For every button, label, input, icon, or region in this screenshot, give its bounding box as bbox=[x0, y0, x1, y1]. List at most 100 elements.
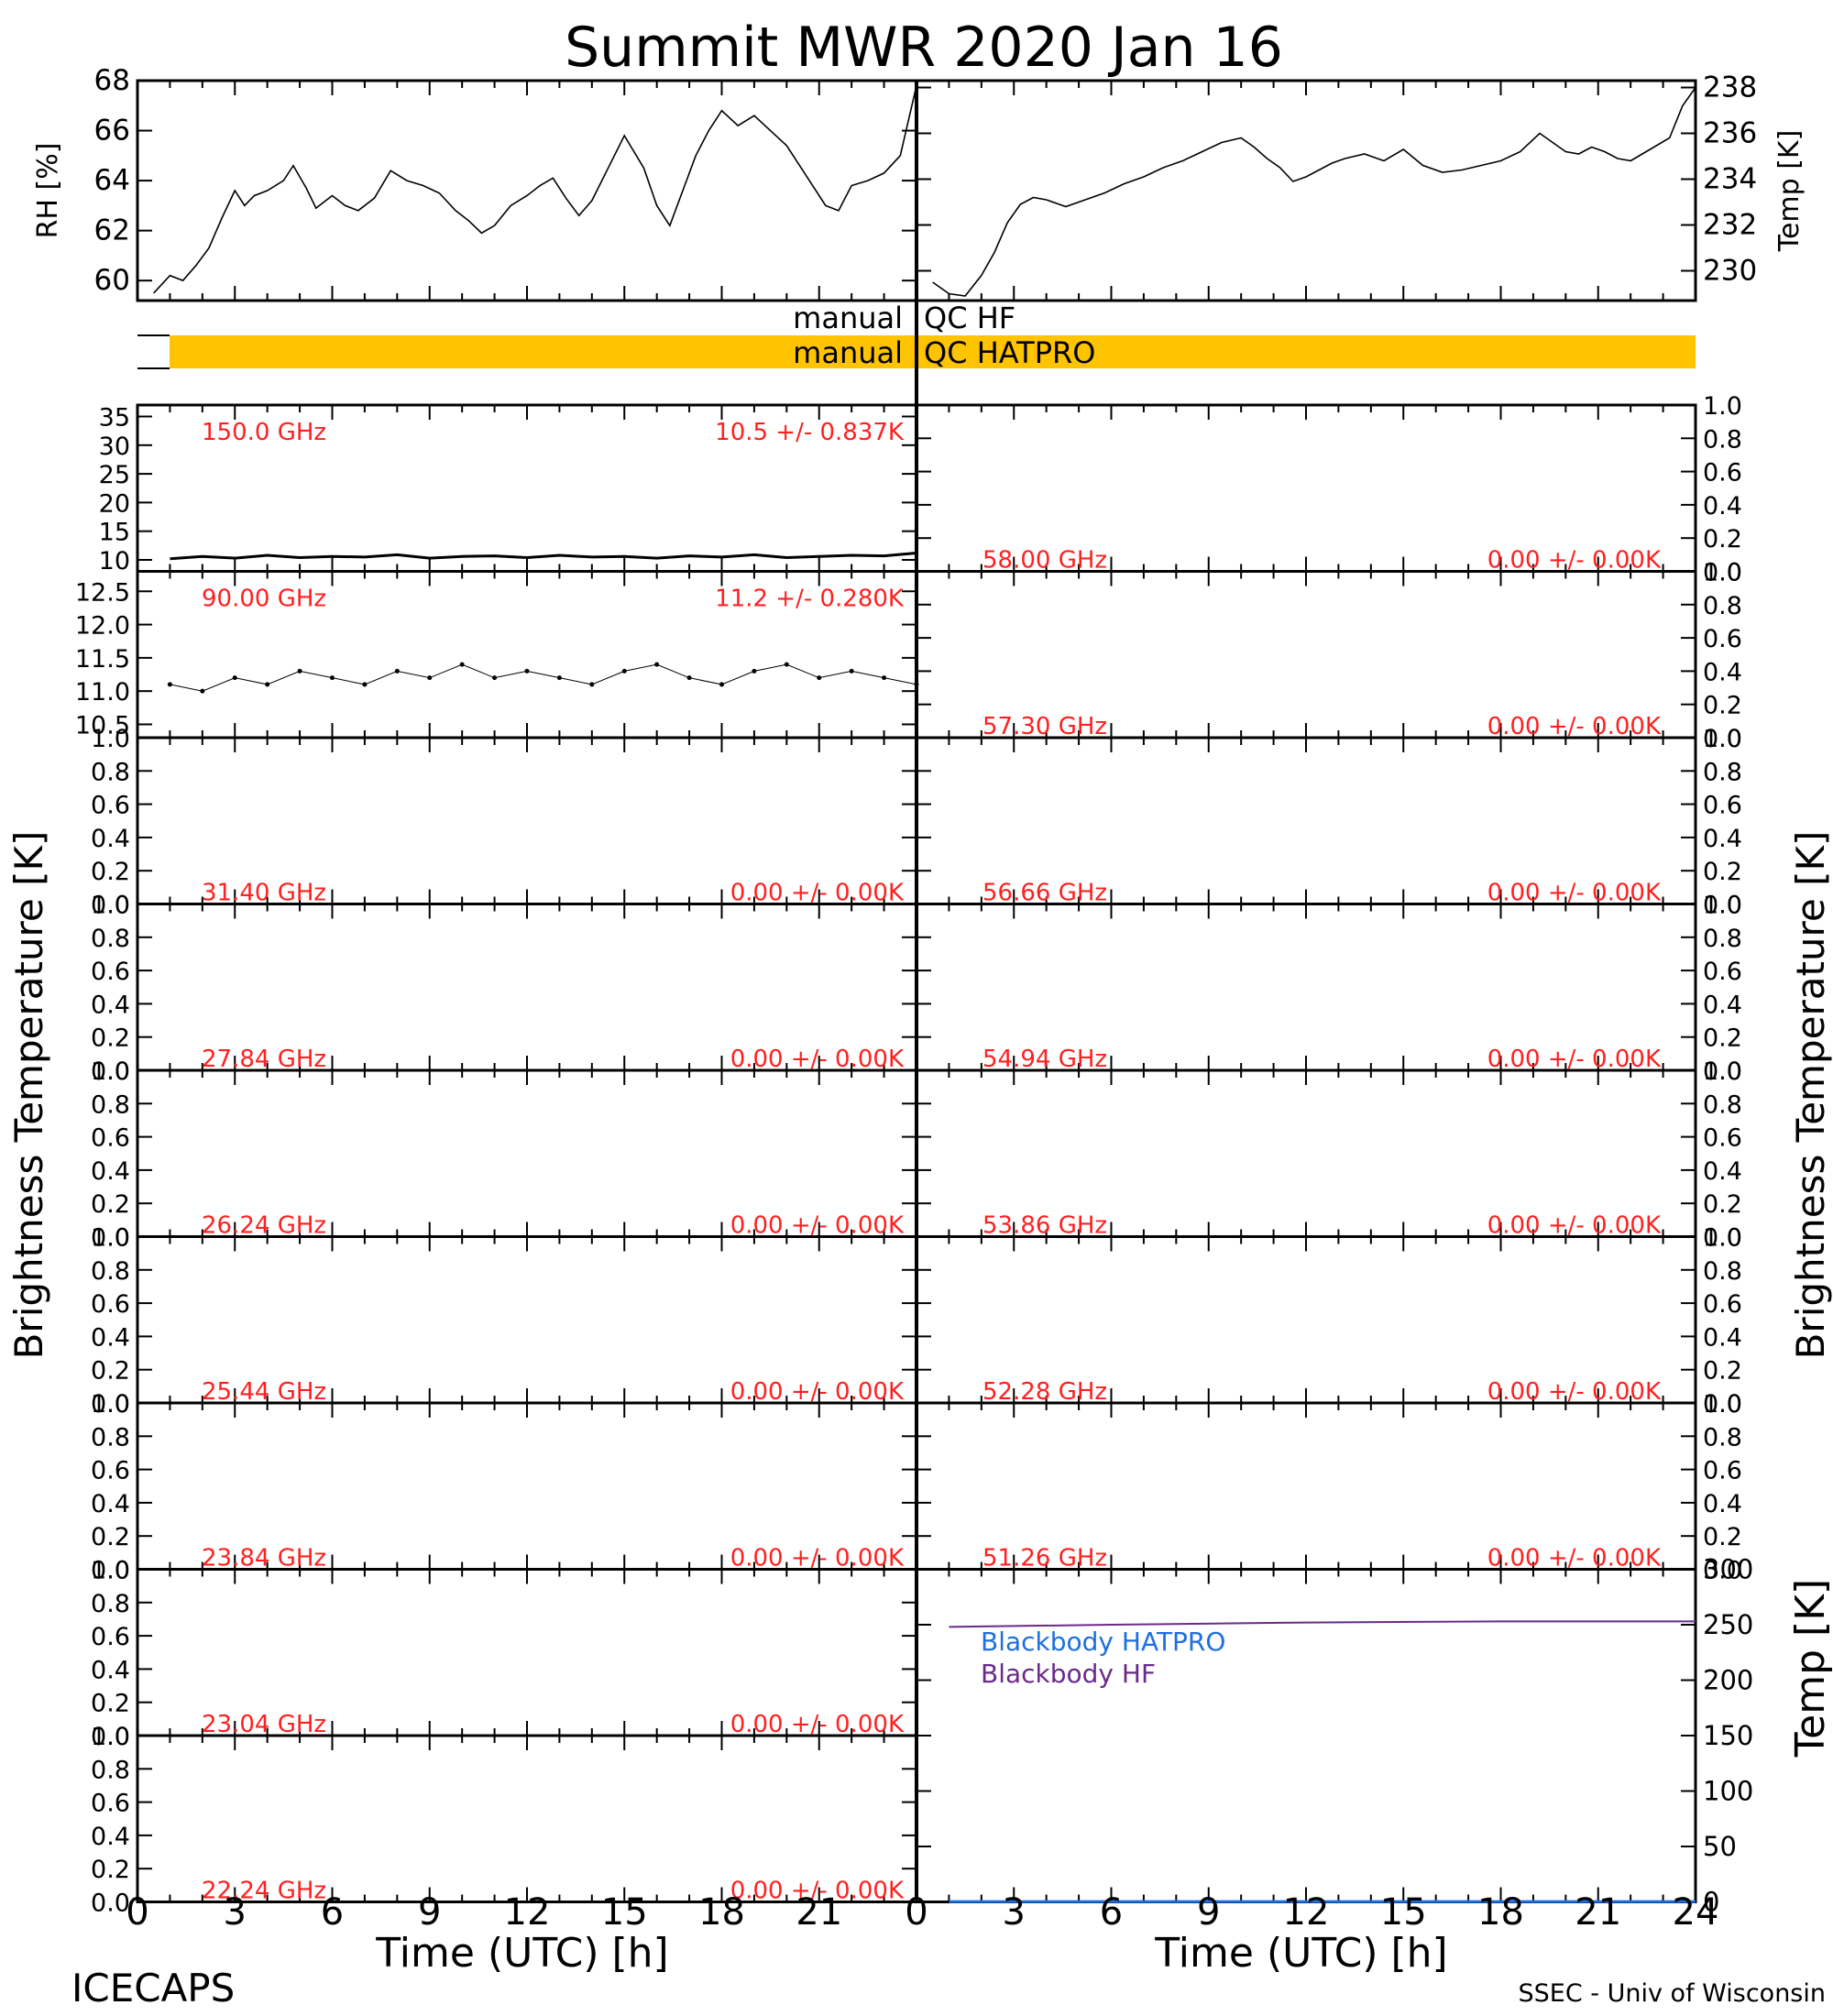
stat-label: 0.00 +/- 0.00K bbox=[730, 1046, 905, 1073]
x-tick-label: 0 bbox=[905, 1891, 927, 1934]
blackbody-temp-axis-label: Temp [K] bbox=[1787, 1579, 1833, 1758]
stat-label: 0.00 +/- 0.00K bbox=[1487, 1212, 1662, 1240]
x-tick-label: 21 bbox=[796, 1891, 842, 1934]
panel-25: 0.0 0.2 0.4 0.6 0.8 1.0 25.44 GHz 0.00 +/- 0.00… bbox=[91, 1224, 918, 1419]
stat-label: 0.00 +/- 0.00K bbox=[730, 1212, 905, 1240]
y-tick-label: 0.0 bbox=[1703, 1224, 1742, 1253]
y-tick-label: 0.4 bbox=[1703, 492, 1742, 520]
y-tick-label: 0.8 bbox=[1703, 1090, 1742, 1119]
stat-label: 0.00 +/- 0.00K bbox=[730, 880, 905, 907]
y-tick-label: 0.4 bbox=[1703, 1490, 1742, 1518]
stat-label: 0.00 +/- 0.00K bbox=[1487, 547, 1662, 575]
y-tick-label: 0.2 bbox=[91, 1357, 130, 1386]
y-tick-label: 0.0 bbox=[1703, 1390, 1742, 1419]
y-tick-label: 0.4 bbox=[91, 1656, 130, 1684]
frequency-label: 26.24 GHz bbox=[202, 1212, 326, 1240]
y-tick-label: 0.8 bbox=[91, 925, 130, 953]
y-tick-label: 250 bbox=[1703, 1609, 1753, 1640]
brightness-label-right: Brightness Temperature [K] bbox=[1788, 831, 1833, 1360]
y-tick-label: 0.6 bbox=[91, 1124, 130, 1153]
y-tick-label: 0.6 bbox=[1703, 958, 1742, 986]
y-tick-label: 0.8 bbox=[91, 1590, 130, 1618]
y-tick-label: 50 bbox=[1703, 1831, 1737, 1862]
x-axis-label-left: Time (UTC) [h] bbox=[375, 1930, 668, 1977]
series-trace bbox=[153, 85, 917, 294]
y-tick-label: 15 bbox=[99, 519, 130, 547]
y-tick-label: 0.0 bbox=[1703, 1057, 1742, 1086]
y-tick-label: 1.0 bbox=[91, 1224, 130, 1253]
y-tick-label: 0.6 bbox=[1703, 792, 1742, 820]
frequency-label: 31.40 GHz bbox=[202, 880, 326, 907]
frequency-label: 57.30 GHz bbox=[982, 713, 1107, 740]
y-tick-label: 1.0 bbox=[91, 1057, 130, 1086]
y-tick-label: 0.6 bbox=[91, 1790, 130, 1818]
y-tick-label: 0.8 bbox=[1703, 1257, 1742, 1286]
y-tick-label: 236 bbox=[1703, 117, 1757, 150]
y-tick-label: 10 bbox=[99, 547, 130, 575]
y-tick-label: 0.8 bbox=[91, 1756, 130, 1784]
y-tick-label: 0.4 bbox=[1703, 658, 1742, 686]
footer-ssec: SSEC - Univ of Wisconsin bbox=[1519, 1979, 1826, 2008]
frequency-label: 58.00 GHz bbox=[982, 547, 1107, 575]
x-tick-label: 15 bbox=[1380, 1891, 1427, 1934]
y-tick-label: 0.0 bbox=[91, 1723, 130, 1751]
y-tick-label: 0.6 bbox=[1703, 1124, 1742, 1153]
frequency-label: 23.84 GHz bbox=[202, 1545, 326, 1572]
y-tick-label: 0 bbox=[1703, 1887, 1719, 1918]
panel-23b: 0.0 0.2 0.4 0.6 0.8 1.0 23.84 GHz 0.00 +/- 0.00… bbox=[91, 1390, 918, 1585]
y-tick-label: 0.2 bbox=[1703, 1190, 1742, 1219]
series-trace bbox=[170, 551, 917, 561]
y-tick-label: 12.0 bbox=[75, 612, 130, 641]
y-tick-label: 1.0 bbox=[1703, 725, 1742, 753]
y-tick-label: 234 bbox=[1703, 163, 1757, 196]
y-tick-label: 0.8 bbox=[1703, 925, 1742, 953]
x-tick-label: 12 bbox=[1283, 1891, 1330, 1934]
legend-blackbody-hf: Blackbody HF bbox=[981, 1659, 1156, 1689]
stat-label: 0.00 +/- 0.00K bbox=[1487, 1378, 1662, 1406]
y-tick-label: 0.2 bbox=[91, 1523, 130, 1551]
y-tick-label: 1.0 bbox=[91, 1723, 130, 1751]
y-tick-label: 0.4 bbox=[91, 1490, 130, 1518]
y-tick-label: 0.4 bbox=[1703, 1157, 1742, 1186]
y-tick-label: 200 bbox=[1703, 1665, 1753, 1696]
y-tick-label: 0.0 bbox=[91, 1224, 130, 1253]
y-tick-label: 0.8 bbox=[91, 1257, 130, 1286]
y-tick-label: 0.4 bbox=[91, 1323, 130, 1352]
y-tick-label: 0.0 bbox=[91, 1557, 130, 1585]
y-tick-label: 1.0 bbox=[1703, 392, 1742, 421]
qc-flags: manual QC HF manual QC HATPRO bbox=[137, 301, 1696, 370]
y-tick-label: 0.2 bbox=[91, 1690, 130, 1718]
stat-label: 0.00 +/- 0.00K bbox=[1487, 1545, 1662, 1572]
series-blackbody-hf bbox=[949, 1620, 1696, 1628]
footer-icecaps: ICECAPS bbox=[71, 1966, 235, 2011]
y-tick-label: 100 bbox=[1703, 1776, 1753, 1807]
y-tick-label: 0.4 bbox=[91, 825, 130, 853]
y-tick-label: 0.8 bbox=[91, 1090, 130, 1119]
y-tick-label: 66 bbox=[94, 115, 130, 148]
y-tick-label: 1.0 bbox=[1703, 1057, 1742, 1086]
x-axis-label-right: Time (UTC) [h] bbox=[1154, 1930, 1447, 1977]
hatpro-qc-bar bbox=[170, 335, 1696, 368]
y-tick-label: 0.4 bbox=[1703, 1323, 1742, 1352]
qc-hatpro-left-label: manual bbox=[793, 335, 903, 370]
rh-axis-label: RH [%] bbox=[32, 143, 64, 239]
y-tick-label: 0.6 bbox=[91, 792, 130, 820]
y-tick-label: 10.5 bbox=[75, 711, 130, 740]
y-tick-label: 0.6 bbox=[1703, 1290, 1742, 1319]
y-tick-label: 0.4 bbox=[91, 1157, 130, 1186]
y-tick-label: 25 bbox=[99, 461, 130, 489]
y-tick-label: 0.6 bbox=[91, 958, 130, 986]
y-tick-label: 35 bbox=[99, 404, 130, 433]
x-tick-label: 9 bbox=[1197, 1891, 1220, 1934]
y-tick-label: 0.2 bbox=[91, 1190, 130, 1219]
panel-26: 0.0 0.2 0.4 0.6 0.8 1.0 26.24 GHz 0.00 +/- 0.00… bbox=[91, 1057, 918, 1253]
y-tick-label: 0.2 bbox=[1703, 692, 1742, 720]
y-tick-label: 0.0 bbox=[1703, 892, 1742, 920]
x-tick-label: 6 bbox=[321, 1891, 344, 1934]
y-tick-label: 0.8 bbox=[1703, 592, 1742, 620]
stat-label: 0.00 +/- 0.00K bbox=[730, 1378, 905, 1406]
panel-blackbody: 0 50 100 150 200 250 300 bbox=[915, 1554, 1753, 1918]
y-tick-label: 1.0 bbox=[91, 725, 130, 753]
y-tick-label: 0.2 bbox=[1703, 1024, 1742, 1053]
